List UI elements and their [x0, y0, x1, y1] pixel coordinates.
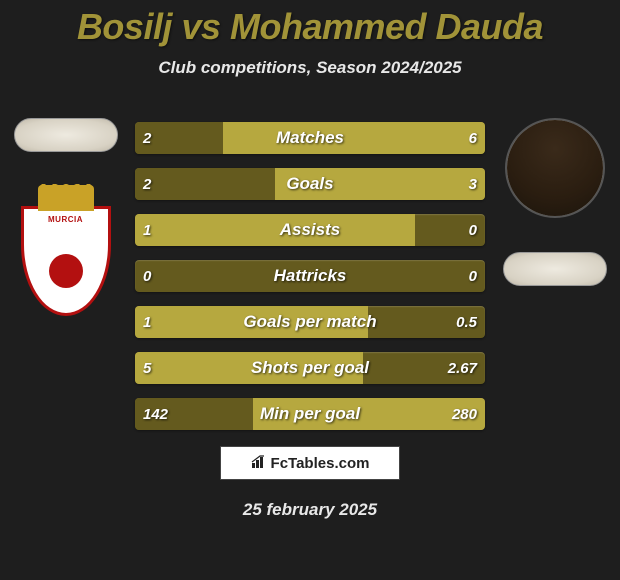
stat-row: Assists1 0: [135, 214, 485, 246]
stat-value-right: 0: [469, 260, 477, 292]
right-player-column: [497, 118, 612, 286]
stat-value-left: 142: [143, 398, 168, 430]
player1-club-badge: MURCIA: [16, 186, 116, 336]
stat-value-right: 0: [469, 214, 477, 246]
stat-label: Min per goal: [135, 398, 485, 430]
player2-avatar: [505, 118, 605, 218]
stat-value-left: 5: [143, 352, 151, 384]
stat-value-left: 0: [143, 260, 151, 292]
stat-value-left: 2: [143, 122, 151, 154]
stat-label: Goals per match: [135, 306, 485, 338]
stat-label: Shots per goal: [135, 352, 485, 384]
stat-row: Hattricks0 0: [135, 260, 485, 292]
comparison-date: 25 february 2025: [0, 500, 620, 520]
player2-club-pill: [503, 252, 607, 286]
stat-label: Goals: [135, 168, 485, 200]
stat-value-right: 3: [469, 168, 477, 200]
comparison-bars: Matches26Goals23Assists10Hattricks00Goal…: [135, 122, 485, 430]
stat-row: Min per goal142 280: [135, 398, 485, 430]
left-player-column: MURCIA: [8, 118, 123, 336]
stat-row: Goals2 3: [135, 168, 485, 200]
stat-value-right: 2.67: [448, 352, 477, 384]
player1-club-pill: [14, 118, 118, 152]
stat-value-right: 280: [452, 398, 477, 430]
stat-label: Assists: [135, 214, 485, 246]
logo-text: FcTables.com: [271, 455, 370, 472]
crown-icon: [38, 185, 94, 211]
chart-icon: [251, 455, 267, 471]
ball-icon: [49, 254, 83, 288]
stat-label: Matches: [135, 122, 485, 154]
stat-value-right: 6: [469, 122, 477, 154]
avatar-face-icon: [507, 120, 603, 216]
badge-text: MURCIA: [24, 215, 108, 224]
stat-value-left: 1: [143, 306, 151, 338]
stat-row: Shots per goal5 2.67: [135, 352, 485, 384]
stat-value-right: 0.5: [456, 306, 477, 338]
page-title: Bosilj vs Mohammed Dauda: [0, 0, 620, 48]
stat-row: Goals per match1 0.5: [135, 306, 485, 338]
stat-row: Matches2 6: [135, 122, 485, 154]
stat-value-left: 2: [143, 168, 151, 200]
page-subtitle: Club competitions, Season 2024/2025: [0, 58, 620, 78]
shield-icon: MURCIA: [21, 206, 111, 316]
stat-value-left: 1: [143, 214, 151, 246]
stat-label: Hattricks: [135, 260, 485, 292]
fctables-logo[interactable]: FcTables.com: [220, 446, 400, 480]
